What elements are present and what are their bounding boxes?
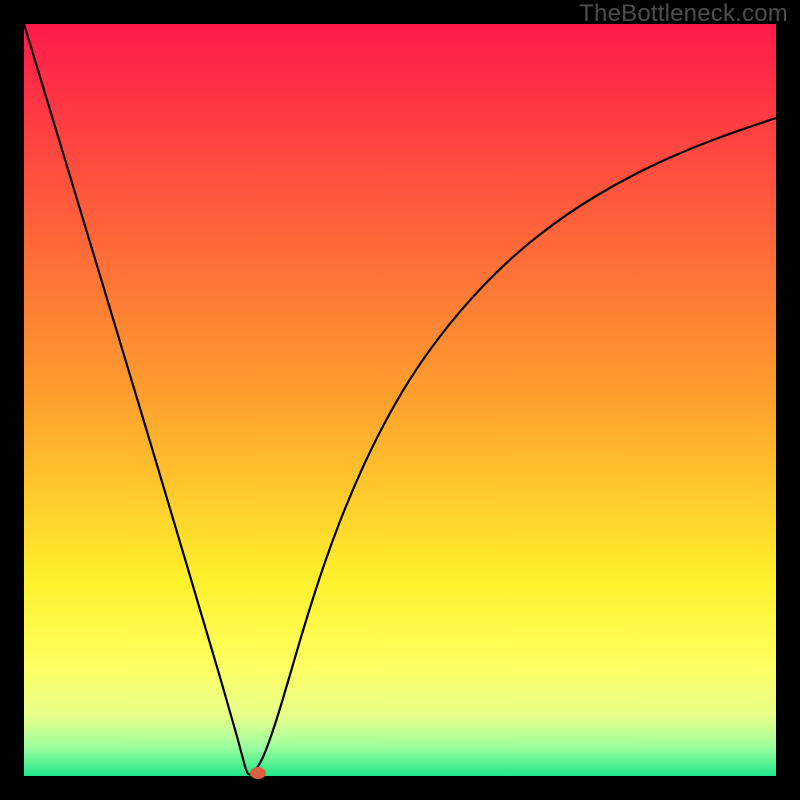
bottleneck-curve [24, 24, 776, 776]
plot-area [24, 24, 776, 776]
optimum-marker [250, 767, 266, 779]
watermark-text: TheBottleneck.com [579, 0, 788, 28]
